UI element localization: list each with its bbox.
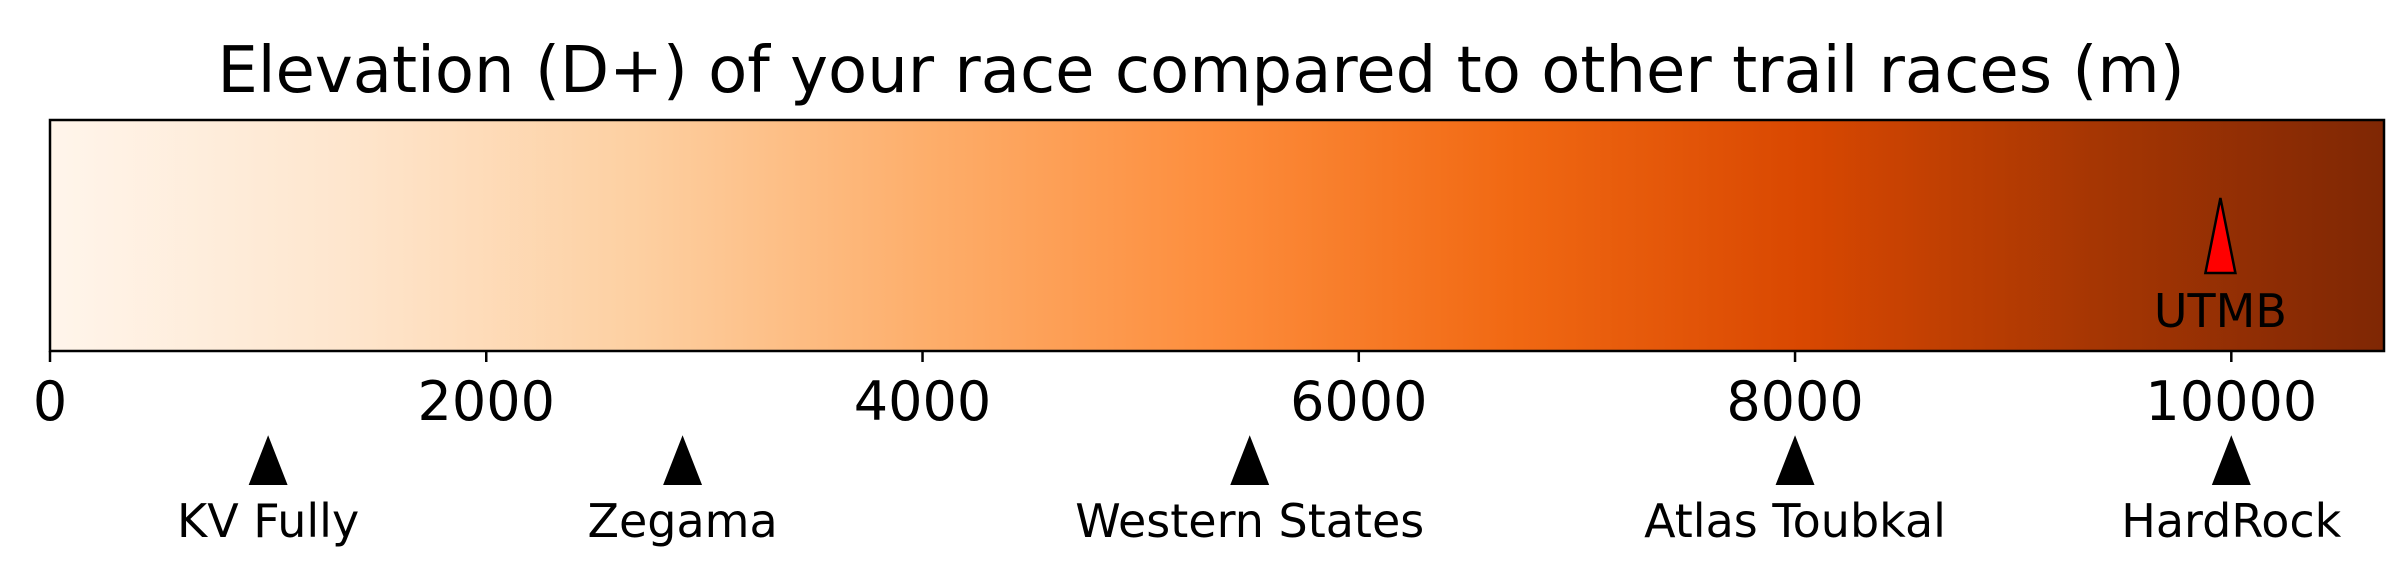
x-tick-label: 6000 (1290, 370, 1427, 433)
reference-race-label: Zegama (587, 494, 777, 548)
reference-race-label: Atlas Toubkal (1644, 494, 1946, 548)
reference-race: Zegama (587, 435, 778, 548)
reference-race-label: KV Fully (177, 494, 359, 548)
chart-title: Elevation (D+) of your race compared to … (217, 34, 2184, 108)
x-tick-label: 0 (33, 370, 67, 433)
reference-race: KV Fully (177, 435, 359, 548)
your-race-marker (2203, 197, 2237, 275)
reference-race-marker (2211, 435, 2251, 485)
reference-race-markers: KV Fully Zegama Western States Atlas Toubka… (177, 435, 2342, 548)
x-tick-label: 8000 (1726, 370, 1863, 433)
reference-race-label: HardRock (2121, 494, 2341, 548)
reference-race-marker (1230, 435, 1270, 485)
reference-race-marker (248, 435, 288, 485)
your-race-marker-group: UTMB (2154, 197, 2287, 338)
your-race-label: UTMB (2154, 284, 2287, 338)
reference-race-marker (663, 435, 703, 485)
reference-race-marker (1775, 435, 1815, 485)
reference-race: Western States (1075, 435, 1424, 548)
colorbar (48, 118, 2386, 353)
reference-race: Atlas Toubkal (1644, 435, 1946, 548)
x-tick-label: 2000 (418, 370, 555, 433)
reference-race-label: Western States (1075, 494, 1424, 548)
x-tick-label: 10000 (2145, 370, 2317, 433)
reference-race: HardRock (2121, 435, 2342, 548)
x-tick-label: 4000 (854, 370, 991, 433)
x-axis: 0 2000 4000 6000 8000 10000 (33, 351, 2317, 433)
